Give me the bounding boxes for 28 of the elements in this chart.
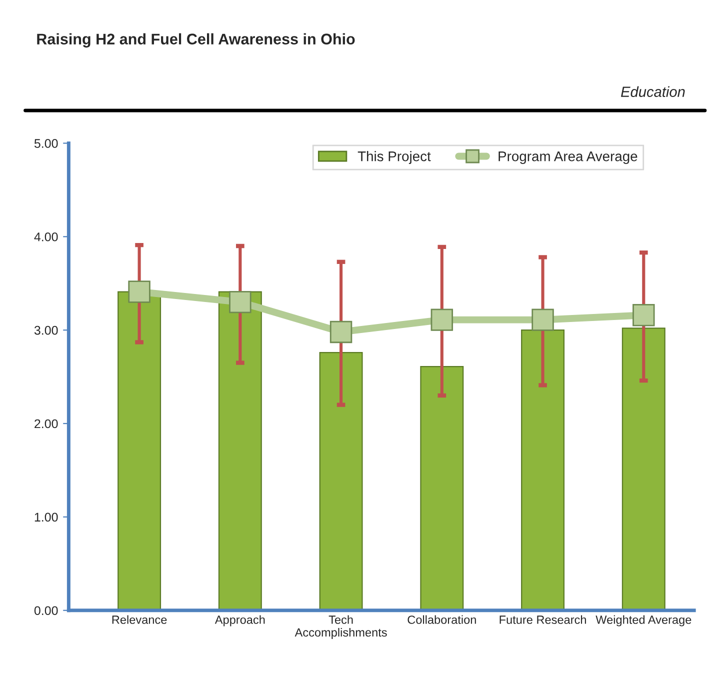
point <box>128 280 150 303</box>
bar <box>118 291 162 610</box>
bar <box>319 352 363 610</box>
y-tick-label: 3.00 <box>34 326 58 335</box>
x-tick-label: Tech Accomplishments <box>294 615 387 639</box>
y-tick-label: 1.00 <box>34 512 58 522</box>
x-tick-label: Relevance <box>112 615 167 624</box>
x-tick-label: Future Research <box>500 615 586 624</box>
chart-title: Raising H2 and Fuel Cell Awareness in Ohio <box>37 33 355 48</box>
bar <box>218 291 262 610</box>
y-tick-label: 4.00 <box>34 232 58 242</box>
x-tick-label: Approach <box>214 615 265 626</box>
y-tick-label: 0.00 <box>34 606 58 616</box>
y-tick-label: 5.00 <box>34 139 58 148</box>
bar <box>521 330 565 610</box>
chart-subtitle: Education <box>620 86 685 97</box>
bar <box>420 366 464 610</box>
point <box>632 304 655 326</box>
legend-label: This Project <box>358 151 431 164</box>
legend-label: Program Area Average <box>498 152 638 164</box>
point <box>330 320 352 344</box>
x-tick-label: Collaboration <box>408 615 476 624</box>
point <box>532 308 554 331</box>
point <box>229 290 252 314</box>
y-tick-label: 2.00 <box>34 419 58 428</box>
bar <box>622 328 666 610</box>
x-tick-label: Weighted Average <box>596 615 692 626</box>
point <box>430 308 454 331</box>
